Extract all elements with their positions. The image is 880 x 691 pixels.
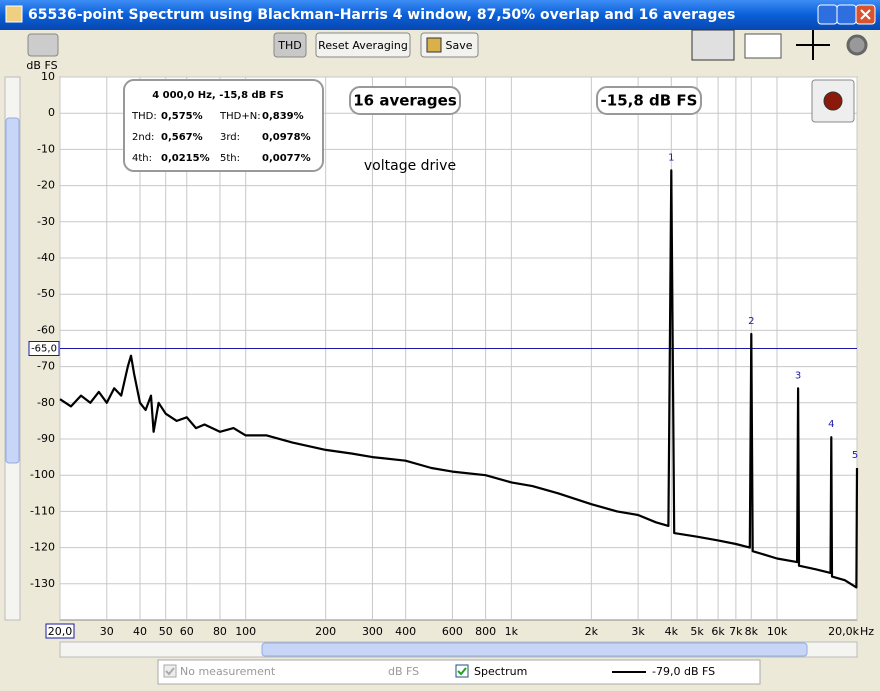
app-icon bbox=[5, 5, 23, 23]
level-text: -15,8 dB FS bbox=[601, 92, 698, 110]
record-icon bbox=[823, 91, 843, 111]
info-cell: THD+N: bbox=[219, 111, 261, 122]
maximize-button[interactable] bbox=[836, 4, 857, 25]
info-cell: 0,575% bbox=[161, 111, 203, 122]
title-bar bbox=[0, 0, 880, 30]
peak-label: 5 bbox=[852, 450, 858, 461]
level-badge bbox=[596, 86, 702, 115]
y-tick-label: -30 bbox=[37, 215, 55, 228]
x-tick-label: 20,0k bbox=[828, 625, 859, 638]
y-tick-label: -50 bbox=[37, 287, 55, 300]
info-cell: 5th: bbox=[220, 153, 240, 164]
x-tick-label: 5k bbox=[690, 625, 704, 638]
x-tick-label: 3k bbox=[631, 625, 645, 638]
x-unit: Hz bbox=[860, 625, 874, 638]
y-tick-label: -100 bbox=[30, 468, 55, 481]
x-tick-label: 2k bbox=[585, 625, 599, 638]
close-icon bbox=[860, 9, 871, 20]
peak-label: 2 bbox=[748, 316, 754, 327]
y-tick-label: -40 bbox=[37, 251, 55, 264]
v-scroll-thumb[interactable] bbox=[5, 117, 20, 464]
y-tick-label: -10 bbox=[37, 142, 55, 155]
note: voltage drive bbox=[364, 158, 456, 174]
x-tick-label: 20,0 bbox=[48, 625, 73, 638]
x-tick-label: 60 bbox=[180, 625, 194, 638]
x-start-box bbox=[45, 623, 75, 639]
x-tick-label: 40 bbox=[133, 625, 147, 638]
x-tick-label: 6k bbox=[711, 625, 725, 638]
x-tick-label: 100 bbox=[235, 625, 256, 638]
info-header: 4 000,0 Hz, -15,8 dB FS bbox=[152, 90, 284, 101]
info-cell: 0,0978% bbox=[262, 132, 311, 143]
info-cell: 4th: bbox=[132, 153, 152, 164]
averages-badge bbox=[349, 86, 461, 115]
legend-unit: dB FS bbox=[388, 665, 419, 678]
y-tick-label: -80 bbox=[37, 396, 55, 409]
settings-button[interactable] bbox=[846, 34, 868, 56]
save-icon bbox=[426, 37, 442, 53]
spectrum-checkbox[interactable] bbox=[455, 664, 469, 678]
y-tick-label: -60 bbox=[37, 323, 55, 336]
x-tick-label: 10k bbox=[767, 625, 788, 638]
peak-label: 3 bbox=[795, 370, 801, 381]
x-tick-label: 7k bbox=[729, 625, 743, 638]
info-cell: 3rd: bbox=[220, 132, 240, 143]
legend-no-measurement: No measurement bbox=[180, 665, 276, 678]
toolbar-button-label: Reset Averaging bbox=[318, 39, 408, 52]
legend-readout: -79,0 dB FS bbox=[652, 665, 715, 678]
y-tick-label: 10 bbox=[41, 70, 55, 83]
x-tick-label: 50 bbox=[159, 625, 173, 638]
y-tick-label: -130 bbox=[30, 577, 55, 590]
x-tick-label: 8k bbox=[745, 625, 759, 638]
cursor-label-box bbox=[28, 341, 60, 356]
minimize-button[interactable] bbox=[817, 4, 838, 25]
h-scroll-thumb[interactable] bbox=[261, 642, 808, 657]
cursor-label: -65,0 bbox=[31, 344, 57, 355]
y-tick-label: -110 bbox=[30, 504, 55, 517]
info-cell: 0,839% bbox=[262, 111, 304, 122]
info-cell: 2nd: bbox=[132, 132, 154, 143]
x-tick-label: 600 bbox=[442, 625, 463, 638]
info-cell: THD: bbox=[131, 111, 157, 122]
y-tick-label: -70 bbox=[37, 360, 55, 373]
x-tick-label: 80 bbox=[213, 625, 227, 638]
check-mark bbox=[457, 667, 467, 676]
x-tick-label: 1k bbox=[505, 625, 519, 638]
toolbar-button-label: THD bbox=[277, 39, 301, 52]
x-tick-label: 30 bbox=[100, 625, 114, 638]
info-cell: 0,0215% bbox=[161, 153, 210, 164]
info-rows: THD: 0,575% THD+N: 0,839% 2nd: 0,567% 3rd: 0,09… bbox=[131, 111, 311, 164]
x-tick-label: 4k bbox=[665, 625, 679, 638]
y-tick-label: -90 bbox=[37, 432, 55, 445]
x-tick-label: 800 bbox=[475, 625, 496, 638]
window-title: 65536-point Spectrum using Blackman-Harr… bbox=[28, 7, 735, 23]
check-mark bbox=[165, 667, 175, 676]
y-tick-label: 0 bbox=[48, 106, 55, 119]
peak-label: 1 bbox=[668, 152, 674, 163]
info-box bbox=[123, 79, 324, 172]
y-tick-label: -20 bbox=[37, 179, 55, 192]
camera-button[interactable] bbox=[27, 33, 59, 57]
plot: -65,0 1 2 3 4 5 bbox=[28, 152, 859, 589]
pan-button[interactable] bbox=[796, 30, 830, 60]
x-tick-label: 400 bbox=[395, 625, 416, 638]
no-measurement-checkbox[interactable] bbox=[163, 664, 177, 678]
info-cell: 0,0077% bbox=[262, 153, 311, 164]
y-tick-label: -120 bbox=[30, 541, 55, 554]
info-cell: 0,567% bbox=[161, 132, 203, 143]
toolbar-button-label: Save bbox=[445, 39, 472, 52]
toolbar-button[interactable] bbox=[273, 32, 307, 58]
x-tick-label: 300 bbox=[362, 625, 383, 638]
x-tick-label: 200 bbox=[315, 625, 336, 638]
spectrum-line bbox=[59, 169, 859, 589]
columns-button[interactable] bbox=[744, 33, 782, 59]
toolbar-button[interactable] bbox=[315, 32, 411, 58]
averages-text: 16 averages bbox=[353, 92, 457, 110]
peak-label: 4 bbox=[828, 419, 834, 430]
legend-spectrum: Spectrum bbox=[474, 665, 527, 678]
toolbar: THD Reset Averaging Save bbox=[273, 32, 479, 58]
y-axis-label: dB FS bbox=[26, 59, 57, 72]
view-button[interactable] bbox=[691, 29, 735, 61]
